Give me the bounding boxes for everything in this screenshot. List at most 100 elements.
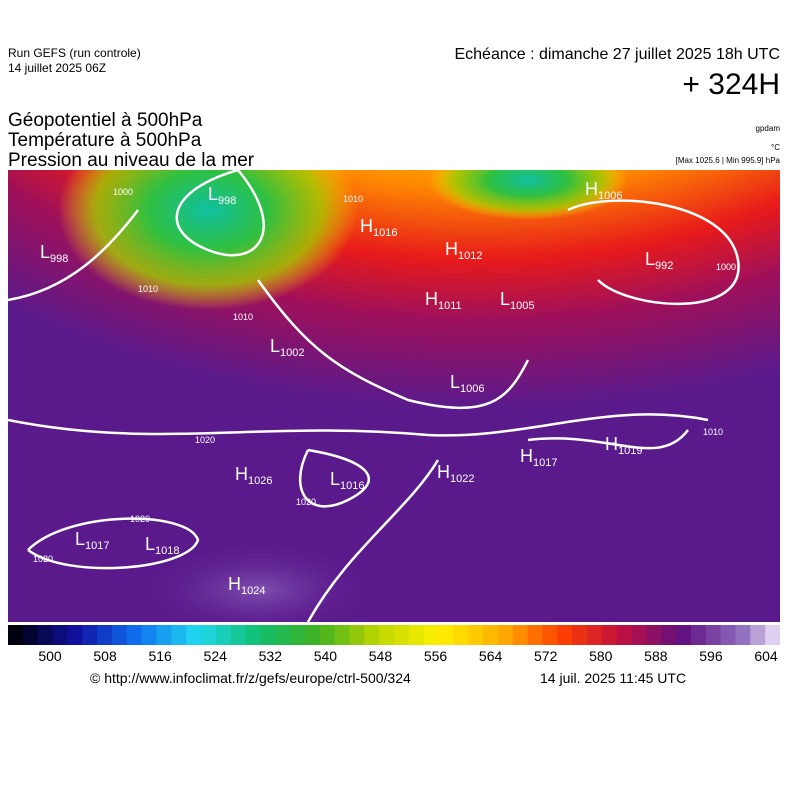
colorbar-label: 500: [38, 648, 62, 664]
colorbar-swatch: [52, 625, 68, 645]
isobar-label: 1010: [138, 284, 158, 294]
colorbar-label: 572: [534, 648, 558, 664]
colorbar-label: 524: [203, 648, 227, 664]
colorbar-label: 588: [644, 648, 668, 664]
colorbar-swatch: [126, 625, 143, 645]
colorbar-swatch: [690, 625, 707, 645]
isobar-label: 1010: [343, 194, 363, 204]
isobar-label: 1000: [716, 262, 736, 272]
pressure-center: H1017: [520, 446, 557, 469]
colorbar-labels: 500 508 516 524 532 540 548 556 564 572 580 588 596 6…: [0, 648, 788, 666]
colorbar-label: 604: [754, 648, 778, 664]
colorbar-swatch: [646, 625, 662, 645]
field: Température à 500hPa: [8, 130, 202, 151]
colorbar-swatch: [97, 625, 113, 645]
map: L998 L998 H1016 H1012 H1006 L992 H1011 L1002 L10…: [8, 170, 780, 622]
isobar-label: 1020: [296, 497, 316, 507]
colorbar-swatch: [171, 625, 187, 645]
pressure-center: L1017: [75, 529, 110, 552]
colorbar-swatch: [141, 625, 157, 645]
pressure-center: L1016: [330, 469, 365, 492]
colorbar-swatch: [111, 625, 128, 645]
pressure-center: L1018: [145, 534, 180, 557]
colorbar-label: 548: [368, 648, 393, 664]
pressure-center: H1019: [605, 434, 642, 457]
colorbar-swatch: [631, 625, 647, 645]
colorbar-label: 508: [93, 648, 117, 664]
field: Géopotentiel à 500hPa: [8, 110, 203, 131]
colorbar-swatch: [676, 625, 692, 645]
colorbar-swatch: [186, 625, 202, 645]
isobar-label: 1020: [130, 514, 150, 524]
colorbar-swatch: [616, 625, 633, 645]
cold-pool: [58, 170, 358, 310]
valid-time: Echéance : dimanche 27 juillet 2025 18h …: [454, 46, 780, 63]
colorbar-swatch: [661, 625, 677, 645]
issued: 14 juil. 2025 11:45 UTC: [540, 670, 687, 686]
colorbar-swatch: [319, 625, 336, 645]
colorbar-label: 540: [313, 648, 338, 664]
colorbar-swatch: [156, 625, 172, 645]
colorbar-swatch: [587, 625, 603, 645]
colorbar-label: 532: [258, 648, 282, 664]
colorbar-label: 556: [423, 648, 448, 664]
pressure-center: L1002: [270, 336, 305, 359]
colorbar: [8, 625, 780, 645]
colorbar-swatch: [304, 625, 321, 645]
colorbar-swatch: [423, 625, 440, 645]
pressure-center: H1022: [437, 462, 474, 485]
colorbar-swatch: [22, 625, 39, 645]
colorbar-swatch: [765, 625, 780, 645]
colorbar-label: 596: [699, 648, 723, 664]
colorbar-swatch: [601, 625, 618, 645]
field: Pression au niveau de la mer: [8, 150, 255, 171]
colorbar-swatch: [334, 625, 350, 645]
unit: [Max 1025.6 | Min 995.9] hPa: [675, 156, 780, 165]
colorbar-swatch: [8, 625, 24, 645]
run: Run GEFS (run controle): [8, 46, 141, 60]
isobars: [8, 170, 740, 622]
colorbar-swatch: [735, 625, 751, 645]
pressure-center: L992: [645, 249, 673, 272]
colorbar-swatch: [275, 625, 291, 645]
colorbar-swatch: [483, 625, 499, 645]
colorbar-swatch: [201, 625, 217, 645]
colorbar-swatch: [557, 625, 573, 645]
colorbar-swatch: [67, 625, 83, 645]
colorbar-swatch: [720, 625, 736, 645]
pressure-center: L998: [40, 242, 68, 265]
isobar-label: 1010: [703, 427, 723, 437]
pressure-center: H1011: [425, 289, 462, 312]
colorbar-label: 564: [478, 648, 503, 664]
pressure-center: H1026: [235, 464, 272, 487]
isobar-label: 1010: [233, 312, 253, 322]
pressure-center: L1006: [450, 372, 485, 395]
colorbar-swatch: [438, 625, 454, 645]
pressure-center: L998: [208, 184, 236, 207]
isobar-label: 1000: [113, 187, 133, 197]
colorbar-swatch: [408, 625, 425, 645]
colorbar-swatch: [230, 625, 247, 645]
run-date: 14 juillet 2025 06Z: [8, 61, 107, 75]
colorbar-swatch: [750, 625, 766, 645]
colorbar-swatch: [379, 625, 395, 645]
colorbar-swatch: [82, 625, 98, 645]
colorbar-swatch: [394, 625, 410, 645]
unit: gpdam: [755, 124, 780, 133]
source: © http://www.infoclimat.fr/z/gefs/europe…: [90, 670, 411, 686]
colorbar-swatch: [705, 625, 722, 645]
colorbar-swatch: [290, 625, 306, 645]
colorbar-swatch: [497, 625, 514, 645]
colorbar-swatch: [349, 625, 365, 645]
colorbar-swatch: [468, 625, 484, 645]
lead-time: + 324H: [682, 68, 780, 101]
warm-pool: [138, 540, 378, 622]
colorbar-swatch: [512, 625, 529, 645]
unit: °C: [771, 143, 780, 152]
pressure-center: H1006: [585, 179, 622, 202]
colorbar-swatch: [542, 625, 558, 645]
colorbar-label: 580: [589, 648, 613, 664]
colorbar-swatch: [572, 625, 588, 645]
pressure-center: H1016: [360, 216, 397, 239]
